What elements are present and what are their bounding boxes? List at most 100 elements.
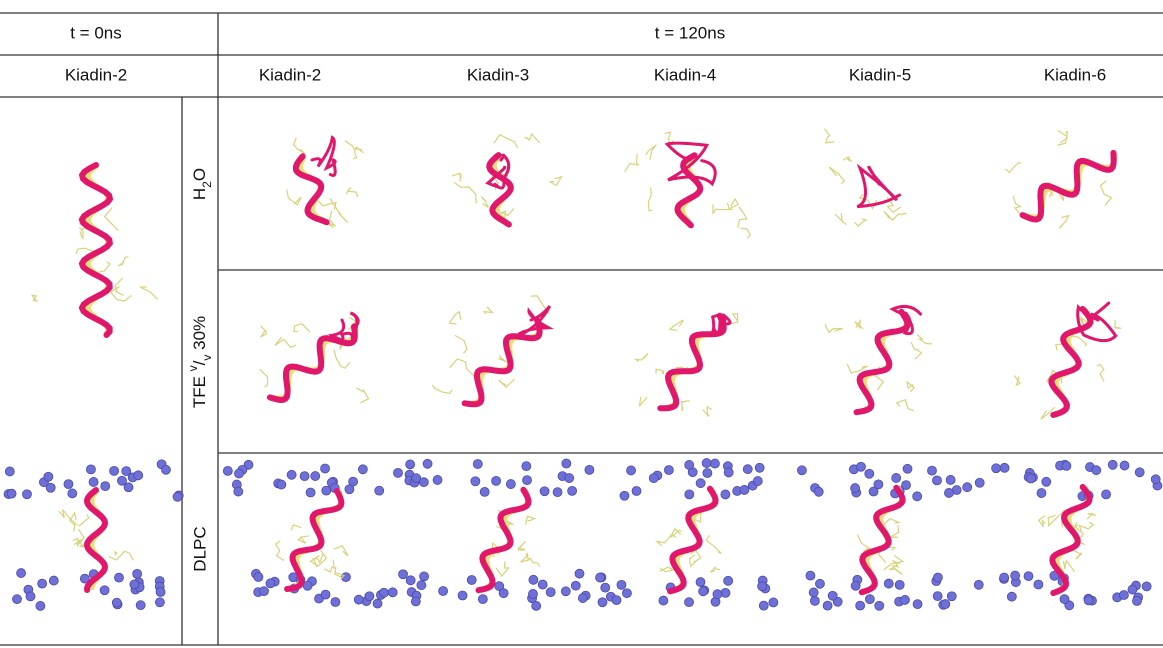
lipid-head: [67, 488, 78, 499]
row-label-sup: v: [186, 365, 200, 371]
lipid-head: [457, 590, 468, 601]
helix: [1048, 306, 1094, 418]
column-label: Kiadin-2: [65, 65, 127, 84]
lipid-head: [114, 572, 124, 583]
lipid-head: [974, 477, 985, 488]
side-chain: [324, 559, 335, 573]
row-label-part: O: [190, 168, 209, 181]
lipid-head: [111, 597, 122, 608]
lipid-head: [564, 473, 575, 483]
side-chain: [117, 256, 129, 267]
lipid-head: [883, 578, 894, 589]
lipid-head: [723, 575, 734, 586]
side-chain: [78, 514, 90, 527]
side-chain: [548, 175, 563, 187]
lipid-head: [477, 594, 488, 605]
lipid-head: [528, 574, 539, 585]
helix: [284, 488, 345, 592]
side-chain: [1012, 195, 1023, 217]
side-chain: [312, 553, 324, 568]
lipid-head: [1107, 459, 1118, 470]
lipid-head: [962, 482, 973, 493]
lipid-head: [584, 464, 595, 475]
side-chain: [356, 387, 370, 404]
lipid-head: [348, 476, 359, 487]
lipid-head: [522, 475, 532, 486]
lipid-head: [491, 475, 502, 486]
row-label: TFE v/v 30%: [186, 316, 214, 408]
lipid-head: [1127, 584, 1138, 595]
lipid-head: [758, 600, 769, 611]
side-chain: [524, 515, 537, 525]
helix: [858, 484, 906, 596]
side-chain: [274, 540, 285, 561]
column-label: Kiadin-6: [1044, 65, 1106, 84]
lipid-head: [393, 467, 403, 478]
side-chain: [333, 349, 351, 369]
lipid-head: [945, 475, 956, 485]
side-chain: [1086, 512, 1097, 520]
lipid-head: [695, 478, 706, 489]
helix: [1049, 484, 1093, 596]
side-chain: [883, 210, 907, 221]
lipid-head: [797, 465, 807, 476]
lipid-head: [1091, 465, 1102, 476]
lipid-head: [850, 580, 861, 591]
column-label: Kiadin-2: [259, 65, 321, 84]
lipid-head: [600, 582, 611, 593]
side-chain: [317, 200, 337, 210]
lipid-head: [1023, 571, 1034, 582]
side-chain: [517, 540, 527, 551]
side-chain: [96, 261, 111, 274]
lipid-head: [1101, 489, 1112, 500]
helix: [486, 152, 514, 228]
side-chain: [109, 286, 132, 302]
row-label-sub: 2: [200, 181, 214, 188]
helix: [78, 162, 114, 338]
lipid-head: [648, 473, 659, 484]
lipid-head: [739, 485, 750, 495]
lipid-head: [901, 480, 911, 491]
column-label: Kiadin-4: [654, 65, 716, 84]
coil: [310, 135, 337, 177]
side-chain: [883, 554, 905, 571]
lipid-head: [619, 490, 630, 501]
lipid-head: [894, 579, 905, 590]
lipid-head: [129, 579, 140, 590]
side-chain: [139, 286, 158, 300]
side-chain: [886, 196, 902, 213]
side-chain: [906, 380, 916, 393]
side-chain: [114, 551, 118, 556]
side-chain: [259, 368, 269, 388]
lipid-head: [813, 486, 824, 497]
lipid-head: [999, 462, 1010, 473]
lipid-head: [364, 591, 375, 602]
helix: [475, 486, 532, 594]
helix: [853, 308, 911, 416]
lipid-head: [22, 489, 32, 500]
lipid-head: [1036, 488, 1047, 498]
lipid-head: [438, 586, 448, 596]
side-chain: [69, 511, 77, 532]
side-chain: [431, 384, 453, 395]
lipid-head: [900, 595, 910, 605]
side-chain: [454, 334, 468, 354]
lipid-head: [12, 594, 22, 605]
lipid-head: [357, 464, 368, 475]
side-chain: [260, 325, 268, 338]
side-chain: [296, 535, 309, 544]
side-chain: [712, 204, 733, 216]
lipid-head: [419, 571, 429, 582]
lipid-head: [259, 586, 269, 597]
lipid-head: [768, 597, 779, 608]
lipid-head: [752, 476, 763, 486]
lipid-head: [539, 486, 550, 497]
lipid-head: [710, 458, 720, 469]
row-label-part: /: [190, 360, 209, 365]
lipid-head: [626, 465, 636, 476]
side-chain: [834, 212, 847, 226]
helix: [84, 487, 108, 593]
side-chain: [895, 398, 914, 412]
side-chain: [1114, 320, 1122, 329]
